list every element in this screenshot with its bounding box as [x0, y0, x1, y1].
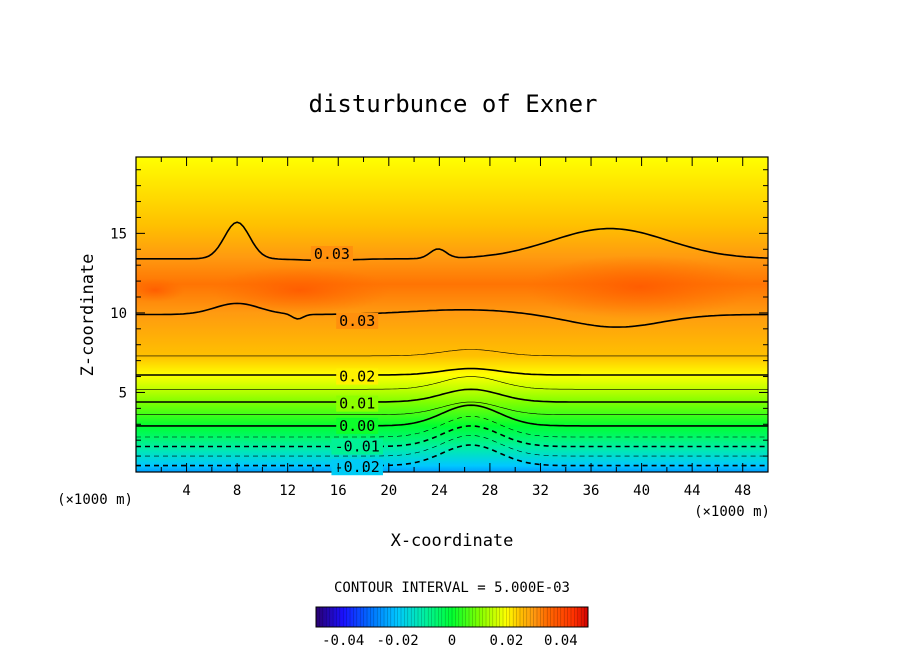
x-unit-right: (×1000 m) — [694, 504, 770, 520]
contour-line — [136, 404, 768, 427]
contour-line — [136, 425, 768, 448]
x-tick-label: 8 — [233, 483, 241, 499]
contour-line — [136, 415, 768, 438]
plot-frame — [135, 156, 769, 473]
x-tick-label: 36 — [583, 483, 600, 499]
contour-line — [136, 444, 768, 467]
x-tick-label: 48 — [734, 483, 751, 499]
x-tick-label: 16 — [330, 483, 347, 499]
contour-label-background — [331, 438, 383, 455]
contour-line — [136, 367, 768, 376]
y-tick-label: 5 — [119, 385, 127, 401]
x-tick-label: 44 — [684, 483, 701, 499]
colorbar-tick-label: 0.04 — [544, 633, 578, 649]
contour-line — [136, 401, 768, 415]
x-tick-label: 32 — [532, 483, 549, 499]
x-axis-label: X-coordinate — [391, 531, 514, 551]
colorbar-tick-label: 0 — [448, 633, 456, 649]
contour-interval-text: CONTOUR INTERVAL = 5.000E-03 — [334, 580, 570, 596]
x-tick-label: 40 — [633, 483, 650, 499]
colorbar — [316, 607, 588, 627]
colorbar-tick-label: 0.02 — [490, 633, 524, 649]
chart-title: disturbunce of Exner — [309, 90, 598, 118]
contour-line — [136, 221, 768, 262]
contour-line — [136, 302, 768, 328]
x-unit-left: (×1000 m) — [57, 492, 133, 508]
x-axis-ticks: 4 8 12 16 20 24 28 32 36 40 44 48 — [160, 157, 751, 499]
y-tick-label: 15 — [110, 226, 127, 242]
contour-lines — [136, 221, 768, 467]
y-axis-label: Z-coordinate — [78, 254, 98, 377]
contour-label: -0.02 — [335, 458, 380, 476]
contour-label-background — [336, 417, 379, 434]
contour-labels: 0.03 0.03 0.02 0.01 0.00 -0.01 -0.02 — [310, 245, 383, 476]
y-tick-label: 10 — [110, 306, 127, 322]
contour-label-background — [331, 459, 383, 476]
contour-label: 0.00 — [339, 417, 375, 435]
contour-label-background — [336, 368, 379, 385]
colorbar-stripes — [319, 607, 585, 627]
colorbar-frame — [315, 606, 589, 628]
hot-core-left — [136, 278, 185, 302]
contour-line — [136, 388, 768, 403]
contour-label: -0.01 — [335, 438, 380, 456]
contour-line — [136, 435, 768, 457]
contour-label: 0.02 — [339, 368, 375, 386]
hot-core-right — [525, 255, 755, 319]
contour-line — [136, 349, 768, 357]
x-tick-label: 4 — [182, 483, 190, 499]
contour-label: 0.03 — [339, 312, 375, 330]
plot-area — [136, 157, 768, 472]
contour-label: 0.01 — [339, 395, 375, 413]
hot-core-center — [210, 266, 390, 314]
contour-label-background — [336, 395, 379, 412]
x-tick-label: 28 — [481, 483, 498, 499]
cold-core-bottom — [425, 422, 515, 472]
colorbar-tick-label: -0.02 — [377, 633, 419, 649]
y-axis-ticks: 5 10 15 — [110, 169, 768, 457]
x-tick-label: 20 — [380, 483, 397, 499]
contour-label: 0.03 — [314, 245, 350, 263]
colorbar-ticks: -0.04 -0.02 0 0.02 0.04 — [322, 633, 578, 649]
contour-line — [136, 376, 768, 390]
contour-label-background — [336, 312, 379, 329]
x-tick-label: 24 — [431, 483, 448, 499]
x-tick-label: 12 — [279, 483, 296, 499]
colorbar-tick-label: -0.04 — [322, 633, 364, 649]
contour-label-background — [310, 246, 353, 263]
